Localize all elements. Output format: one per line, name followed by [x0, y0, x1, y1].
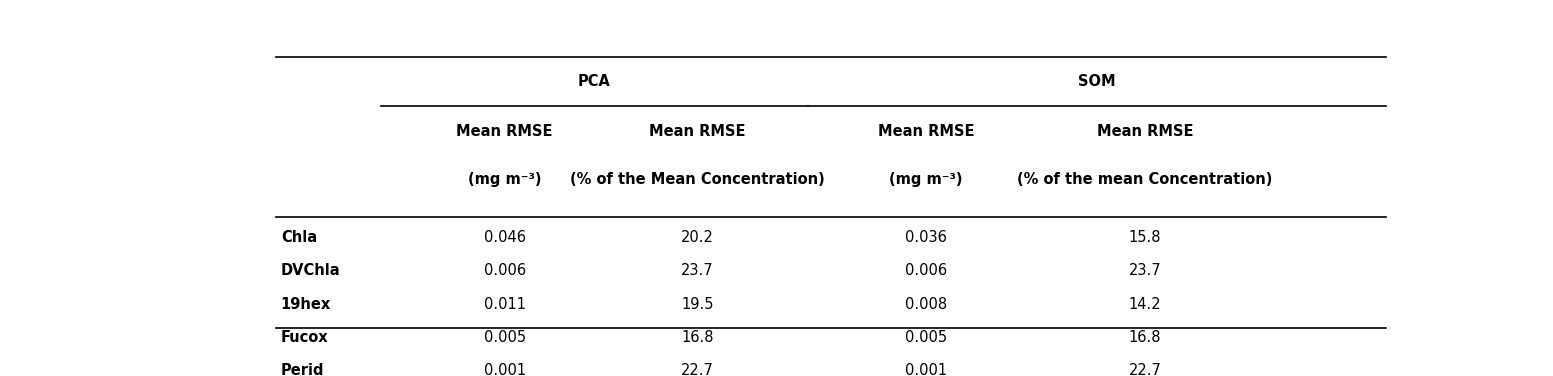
Text: 15.8: 15.8 [1129, 230, 1162, 245]
Text: 16.8: 16.8 [680, 330, 713, 345]
Text: 19.5: 19.5 [680, 297, 713, 312]
Text: 19hex: 19hex [281, 297, 331, 312]
Text: Mean RMSE: Mean RMSE [877, 124, 974, 139]
Text: 22.7: 22.7 [680, 363, 714, 376]
Text: 22.7: 22.7 [1129, 363, 1162, 376]
Text: 23.7: 23.7 [680, 264, 713, 279]
Text: (% of the mean Concentration): (% of the mean Concentration) [1017, 172, 1272, 187]
Text: 0.001: 0.001 [905, 363, 947, 376]
Text: 14.2: 14.2 [1129, 297, 1162, 312]
Text: Perid: Perid [281, 363, 325, 376]
Text: 0.006: 0.006 [483, 264, 526, 279]
Text: 0.046: 0.046 [483, 230, 525, 245]
Text: Mean RMSE: Mean RMSE [457, 124, 553, 139]
Text: 0.006: 0.006 [905, 264, 947, 279]
Text: 23.7: 23.7 [1129, 264, 1162, 279]
Text: 0.005: 0.005 [905, 330, 947, 345]
Text: 16.8: 16.8 [1129, 330, 1162, 345]
Text: DVChla: DVChla [281, 264, 340, 279]
Text: Mean RMSE: Mean RMSE [649, 124, 745, 139]
Text: 0.001: 0.001 [483, 363, 526, 376]
Text: (mg m⁻³): (mg m⁻³) [890, 172, 963, 187]
Text: 0.036: 0.036 [905, 230, 947, 245]
Text: 0.005: 0.005 [483, 330, 526, 345]
Text: 0.011: 0.011 [483, 297, 525, 312]
Text: 20.2: 20.2 [680, 230, 714, 245]
Text: 0.008: 0.008 [905, 297, 947, 312]
Text: SOM: SOM [1078, 74, 1115, 89]
Text: Mean RMSE: Mean RMSE [1096, 124, 1193, 139]
Text: (mg m⁻³): (mg m⁻³) [467, 172, 542, 187]
Text: PCA: PCA [578, 74, 610, 89]
Text: Chla: Chla [281, 230, 317, 245]
Text: Fucox: Fucox [281, 330, 328, 345]
Text: (% of the Mean Concentration): (% of the Mean Concentration) [570, 172, 825, 187]
